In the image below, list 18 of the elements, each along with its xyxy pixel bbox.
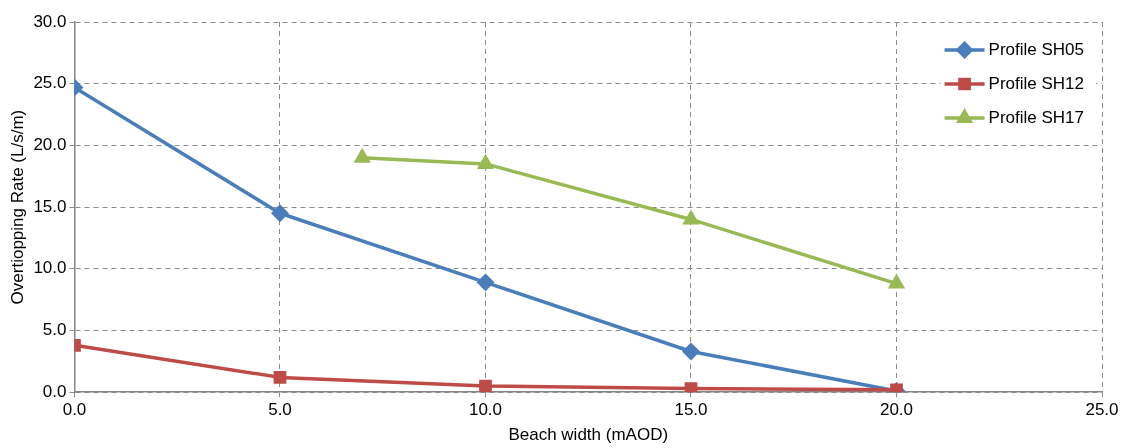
legend-label: Profile SH05 (988, 39, 1084, 59)
y-tick-label: 10.0 (33, 258, 67, 278)
x-tick-label: 25.0 (1085, 400, 1119, 420)
y-tick-label: 20.0 (33, 135, 67, 155)
y-axis-title: Overtiopping Rate (L/s/m) (7, 109, 27, 305)
x-axis-title: Beach width (mAOD) (508, 425, 669, 445)
x-tick-label: 0.0 (62, 400, 87, 420)
x-tick-label: 20.0 (879, 400, 914, 420)
y-tick-label: 15.0 (33, 196, 67, 216)
x-tick-label: 15.0 (674, 400, 708, 420)
y-tick-label: 5.0 (42, 320, 67, 340)
legend-label: Profile SH17 (988, 107, 1084, 127)
y-tick-label: 30.0 (33, 11, 67, 31)
x-tick-label: 5.0 (268, 400, 292, 420)
legend-label: Profile SH12 (988, 73, 1084, 93)
y-tick-label: 25.0 (33, 73, 67, 93)
x-tick-label: 10.0 (468, 400, 503, 420)
y-tick-label: 0.0 (42, 381, 67, 401)
